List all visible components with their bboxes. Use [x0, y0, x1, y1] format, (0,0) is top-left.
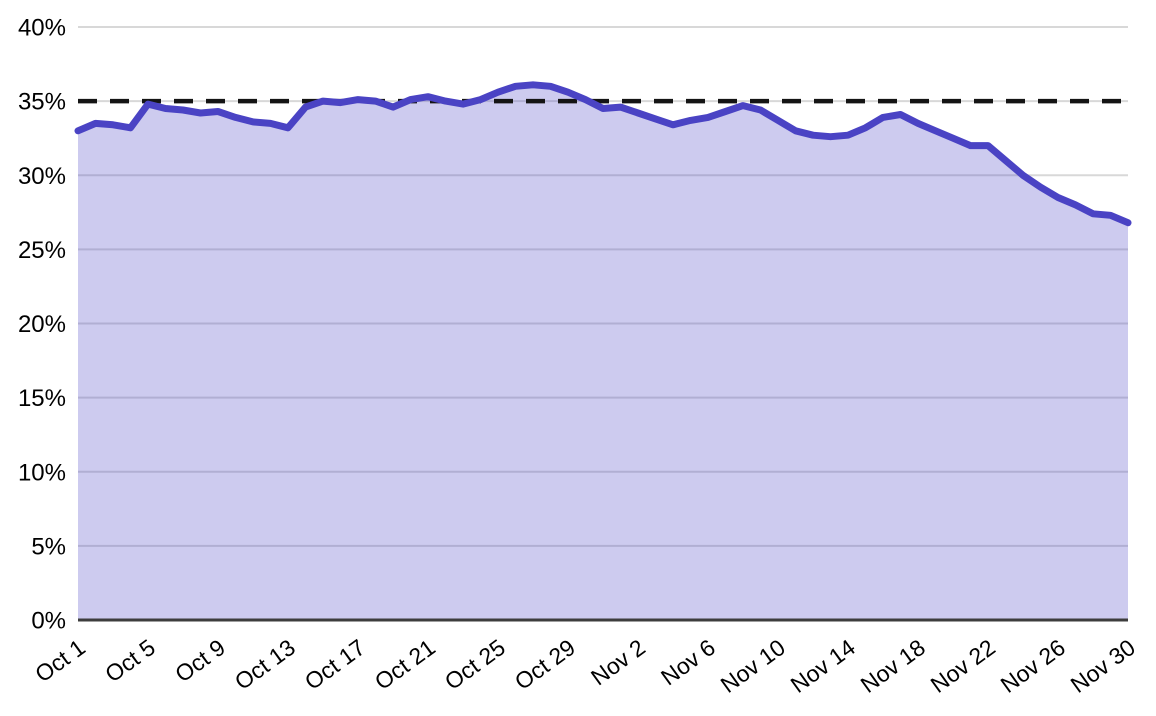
y-axis-tick-label: 15%	[18, 385, 66, 412]
series-area	[78, 84, 1128, 621]
x-axis-tick-label: Nov 26	[996, 634, 1070, 698]
series-line	[74, 81, 1132, 227]
y-axis-tick-label: 20%	[18, 311, 66, 338]
y-axis-tick-label: 30%	[18, 163, 66, 190]
y-axis-tick-label: 35%	[18, 89, 66, 116]
x-axis-tick-label: Oct 1	[30, 634, 90, 687]
x-axis-tick-label: Nov 10	[716, 634, 790, 698]
x-axis-tick-label: Oct 9	[170, 634, 230, 687]
x-axis-tick-label: Nov 30	[1066, 634, 1140, 698]
x-axis-tick-label: Nov 2	[586, 634, 650, 690]
x-axis-tick-label: Nov 14	[786, 634, 860, 698]
x-axis-tick-label: Nov 18	[856, 634, 930, 698]
x-axis-tick-label: Oct 25	[440, 634, 510, 695]
x-axis-tick-label: Oct 29	[510, 634, 580, 695]
x-axis-tick-label: Oct 17	[300, 634, 370, 695]
x-axis-tick-label: Oct 5	[100, 634, 160, 687]
x-axis-tick-label: Oct 13	[230, 634, 300, 695]
y-axis-tick-label: 10%	[18, 459, 66, 486]
y-axis-tick-label: 25%	[18, 237, 66, 264]
x-axis-tick-label: Nov 6	[656, 634, 720, 690]
x-axis-tick-label: Nov 22	[926, 634, 1000, 698]
x-axis-tick-label: Oct 21	[370, 634, 440, 695]
y-axis-tick-label: 0%	[31, 608, 66, 635]
y-axis-tick-label: 40%	[18, 15, 66, 42]
y-axis-tick-label: 5%	[31, 533, 66, 560]
